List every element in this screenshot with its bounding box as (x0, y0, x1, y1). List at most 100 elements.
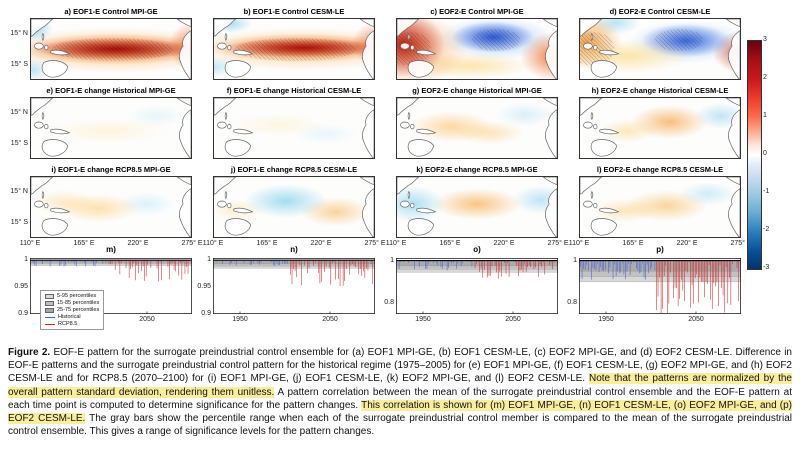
ts-ytick-label: 1 (207, 256, 211, 264)
lat-tick-label: 15° N (10, 108, 28, 116)
map-panel-h: h) EOF2-E change Historical CESM-LE (579, 85, 741, 159)
caption-text-segment: The gray bars show the percentile range … (8, 412, 792, 438)
lon-tick-label: 110° E (202, 240, 224, 247)
map-plot-h (579, 97, 741, 159)
map-plot-c (396, 18, 558, 80)
map-title-d: d) EOF2-E Control CESM-LE (609, 7, 711, 16)
map-title-a: a) EOF1-E Control MPI-GE (64, 7, 158, 16)
map-title-b: b) EOF1-E Control CESM-LE (243, 7, 345, 16)
ts-panel-label-n: n) (290, 245, 298, 254)
map-panel-k: k) EOF2-E change RCP8.5 MPI-GE (396, 164, 558, 238)
ts-ytick-label: 0.9 (18, 310, 28, 317)
colorbar (747, 40, 762, 270)
map-panel-a: a) EOF1-E Control MPI-GE (30, 6, 192, 80)
map-plot-l (579, 176, 741, 238)
lon-tick-label: 275° E (730, 240, 752, 247)
ts-xtick-label: 1950 (598, 316, 614, 323)
coastline-map (397, 98, 557, 158)
ts-plot-p (579, 258, 741, 314)
coastline-map (214, 19, 374, 79)
map-title-l: l) EOF2-E change RCP8.5 CESM-LE (596, 165, 724, 174)
map-panel-d: d) EOF2-E Control CESM-LE (579, 6, 741, 80)
map-panel-c: c) EOF2-E Control MPI-GE (396, 6, 558, 80)
colorbar-tick-label: -2 (763, 226, 770, 233)
lon-tick-label: 220° E (676, 240, 698, 247)
map-title-k: k) EOF2-E change RCP8.5 MPI-GE (416, 165, 538, 174)
coastline-map (31, 177, 191, 237)
legend-item-label: 15-85 percentiles (57, 300, 100, 306)
lon-tick-label: 165° E (256, 240, 278, 247)
map-panel-b: b) EOF1-E Control CESM-LE (213, 6, 375, 80)
colorbar-tick-label: 0 (763, 150, 767, 157)
ts-xtick-label: 2050 (322, 316, 338, 323)
ts-ytick-label: 0.8 (384, 299, 394, 307)
figure-caption-text: Figure 2. EOF-E pattern for the surrogat… (8, 347, 793, 438)
lon-tick-label: 275° E (181, 240, 203, 247)
ts-plot-n (213, 258, 375, 314)
legend-item-label: 5-95 percentiles (57, 293, 97, 299)
coastline-map (580, 177, 740, 237)
map-title-e: e) EOF1-E change Historical MPI-GE (46, 86, 176, 95)
map-panel-g: g) EOF2-E change Historical MPI-GE (396, 85, 558, 159)
map-title-g: g) EOF2-E change Historical MPI-GE (412, 86, 542, 95)
ts-xtick-label: 1950 (232, 316, 248, 323)
ts-xtick-label: 1950 (415, 316, 431, 323)
legend-item-label: Historical (58, 314, 81, 320)
figure-graphic: a) EOF1-E Control MPI-GE b) EOF1-E Contr… (10, 6, 770, 330)
lat-tick-label: 15° S (10, 139, 28, 147)
map-panel-j: j) EOF1-E change RCP8.5 CESM-LE (213, 164, 375, 238)
legend-percentile-swatch (45, 293, 54, 299)
legend-line-swatch (45, 316, 55, 318)
colorbar-tick-label: -1 (763, 188, 770, 195)
colorbar-tick-label: 1 (763, 112, 767, 119)
ts-ytick-label: 0.95 (197, 283, 211, 291)
coastline-map (397, 19, 557, 79)
lon-tick-label: 220° E (493, 240, 515, 247)
ts-ytick-label: 1 (390, 256, 394, 264)
colorbar-tick-label: -3 (763, 264, 770, 271)
lon-tick-label: 165° E (73, 240, 95, 247)
coastline-map (31, 98, 191, 158)
ts-ytick-label: 1 (24, 256, 28, 264)
legend-item: RCP8.5 (45, 321, 99, 327)
legend-item: 25-75 percentiles (45, 307, 99, 313)
legend-item-label: RCP8.5 (58, 321, 78, 327)
legend-item-label: 25-75 percentiles (57, 307, 100, 313)
coastline-map (580, 19, 740, 79)
coastline-map (397, 177, 557, 237)
legend-item: Historical (45, 314, 99, 320)
ts-panel-label-m: m) (106, 245, 116, 254)
legend-percentile-swatch (45, 300, 54, 306)
caption-figure-number: Figure 2. (8, 347, 51, 358)
coastline-map (580, 98, 740, 158)
lon-tick-label: 275° E (364, 240, 386, 247)
map-plot-j (213, 176, 375, 238)
lon-tick-label: 110° E (19, 240, 41, 247)
ts-xtick-label: 2050 (505, 316, 521, 323)
ts-ytick-label: 0.9 (201, 310, 211, 317)
legend-item: 5-95 percentiles (45, 293, 99, 299)
colorbar-gradient (748, 41, 761, 269)
colorbar-tick-label: 2 (763, 74, 767, 81)
map-plot-g (396, 97, 558, 159)
map-plot-i (30, 176, 192, 238)
lat-tick-label: 15° S (10, 218, 28, 226)
ts-ytick-label: 1 (573, 256, 577, 264)
lat-tick-label: 15° N (10, 29, 28, 37)
coastline-map (31, 19, 191, 79)
ts-legend: 5-95 percentiles 15-85 percentiles 25-75 p… (40, 290, 105, 330)
caption-text-segment: A pattern correlation between the mean o… (8, 386, 792, 411)
map-plot-f (213, 97, 375, 159)
lon-tick-label: 220° E (127, 240, 149, 247)
coastline-map (214, 98, 374, 158)
legend-item: 15-85 percentiles (45, 300, 99, 306)
lon-tick-label: 275° E (547, 240, 569, 247)
map-title-f: f) EOF1-E change Historical CESM-LE (226, 86, 362, 95)
lon-tick-label: 220° E (310, 240, 332, 247)
lat-tick-label: 15° N (10, 187, 28, 195)
lon-tick-label: 165° E (439, 240, 461, 247)
map-panel-e: e) EOF1-E change Historical MPI-GE (30, 85, 192, 159)
map-panel-l: l) EOF2-E change RCP8.5 CESM-LE (579, 164, 741, 238)
lat-tick-label: 15° S (10, 60, 28, 68)
ts-panel-label-o: o) (473, 245, 481, 254)
